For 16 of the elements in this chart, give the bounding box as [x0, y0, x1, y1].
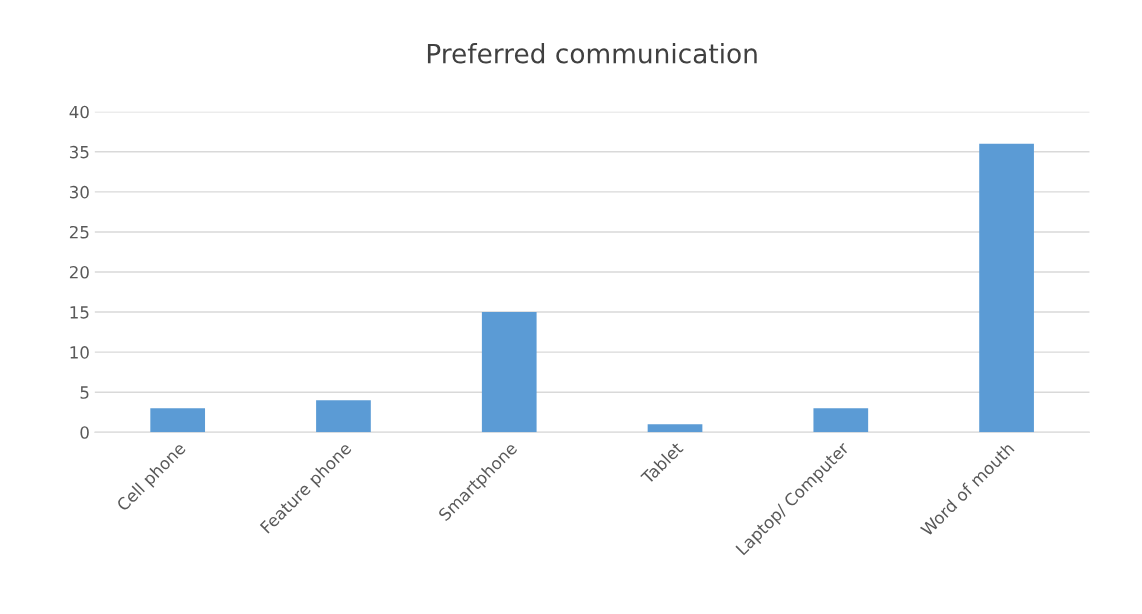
y-tick-label: 10: [70, 346, 89, 359]
y-tick-label: 40: [69, 105, 89, 119]
y-tick-label: 20: [69, 265, 89, 279]
bar: [481, 312, 537, 433]
y-tick-label: 0: [80, 426, 89, 439]
bar: [316, 400, 371, 433]
bar: [813, 408, 869, 433]
bar: [979, 143, 1034, 433]
y-tick-label: 35: [69, 145, 89, 159]
y-tick-label: 30: [69, 185, 89, 199]
y-tick-label: 15: [70, 306, 89, 319]
y-tick-label: 25: [69, 225, 89, 239]
bar: [647, 424, 703, 433]
y-tick-label: 5: [80, 386, 89, 399]
chart-title: Preferred communication: [427, 43, 757, 64]
bar: [150, 408, 206, 433]
